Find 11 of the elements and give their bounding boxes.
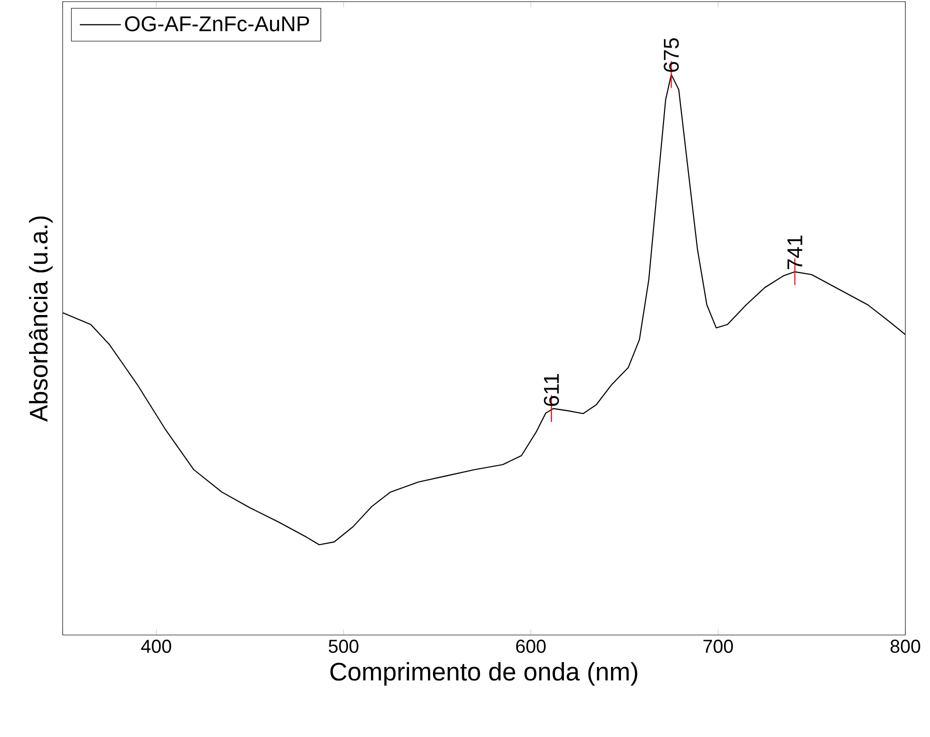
x-tick-label: 400 — [141, 640, 172, 653]
annotation: 741 — [788, 236, 802, 270]
annotation: 675 — [664, 38, 679, 72]
x-tick-label: 600 — [516, 640, 546, 653]
y-axis-title: Absorbância (u.a.) — [28, 216, 53, 422]
x-tick-label: 500 — [328, 640, 358, 653]
x-tick-label: 800 — [890, 640, 920, 653]
annotation: 611 — [544, 374, 559, 406]
legend-label: OG-AF-ZnFc-AuNP — [125, 16, 310, 32]
x-axis-title: Comprimento de onda (nm) — [330, 662, 638, 686]
x-tick-label: 700 — [703, 640, 733, 653]
